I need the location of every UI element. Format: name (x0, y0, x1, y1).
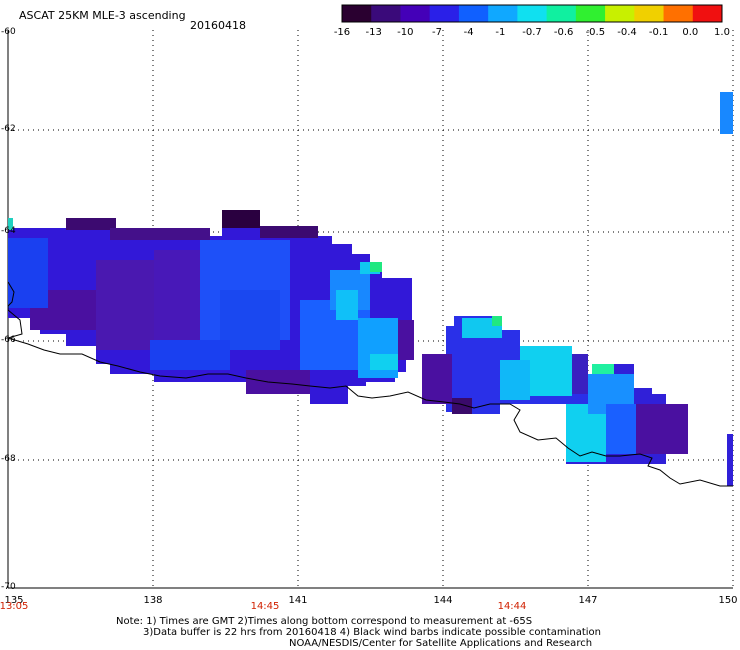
swath-dark-patch (222, 210, 260, 228)
colorbar-tick-label: -0.7 (522, 27, 542, 38)
lon-label-138: 138 (143, 595, 163, 606)
colorbar-tick-label: -4 (463, 27, 474, 38)
colorbar-segment (458, 5, 489, 22)
lat-label-60: -60 (1, 27, 16, 37)
colorbar-segment (371, 5, 401, 22)
lon-label-147: 147 (578, 595, 598, 606)
colorbar-segment (692, 5, 723, 22)
colorbar-tick-label: 0.0 (682, 27, 699, 38)
swath-green-cell (592, 364, 614, 374)
lat-label-62: -62 (1, 124, 16, 134)
colorbar-segment (342, 5, 372, 22)
swath-edge-cell (727, 434, 733, 486)
coastline (6, 281, 733, 487)
colorbar-tick-label: 1.0 (714, 27, 730, 38)
colorbar-tick-label: -16 (333, 27, 351, 38)
chart-date: 20160418 (190, 19, 246, 32)
swath-purple-patch (572, 354, 588, 394)
chart-title: ASCAT 25KM MLE-3 ascending (19, 9, 186, 22)
colorbar-segment (546, 5, 577, 22)
swath-purple-patch (96, 260, 156, 350)
swath-purple-patch (246, 370, 310, 394)
colorbar-segment (575, 5, 606, 22)
lat-label-66: -66 (1, 335, 16, 345)
colorbar-tick-label: -0.6 (553, 27, 574, 38)
swath-blue-patch (8, 238, 48, 308)
colorbar-segment (605, 5, 635, 22)
time-label: 14:45 (250, 601, 280, 612)
colorbar-segment (400, 5, 431, 22)
lat-label-64: -64 (1, 226, 16, 236)
colorbar-tick-label: -0.4 (617, 27, 637, 38)
lon-label-141: 141 (288, 595, 308, 606)
colorbar (341, 4, 723, 23)
swath-purple-patch (396, 320, 414, 360)
lon-label-135: 135 (4, 595, 24, 606)
colorbar-tick-label: -7 (432, 27, 442, 38)
colorbar-tick-label: -13 (365, 27, 382, 38)
swath-blue-patch (370, 354, 398, 370)
swath-blue-patch (336, 290, 358, 320)
swath-cyan-patch (500, 360, 530, 400)
swath-green-cell (492, 316, 502, 326)
swath-dark-patch (452, 398, 472, 414)
colorbar-border (341, 4, 723, 23)
swath-purple-patch (422, 354, 452, 404)
footer-note-2: 3)Data buffer is 22 hrs from 20160418 4)… (143, 627, 601, 638)
colorbar-segment (663, 5, 694, 22)
lat-label-70: -70 (1, 582, 16, 592)
colorbar-tick-label: -0.5 (585, 27, 606, 38)
swath-blue-patch (150, 340, 230, 370)
swath-cyan-cell (8, 218, 13, 230)
lat-label-68: -68 (1, 454, 16, 464)
colorbar-segment (488, 5, 518, 22)
footer-note-3: NOAA/NESDIS/Center for Satellite Applica… (289, 638, 593, 649)
lon-label-150: 150 (718, 595, 738, 606)
colorbar-tick-label: -10 (397, 27, 414, 38)
colorbar-tick-label: -0.1 (648, 27, 669, 38)
swath-data (8, 92, 733, 486)
swath-edge-cell (720, 92, 733, 134)
swath-purple-patch (636, 404, 688, 454)
time-label: 14:44 (497, 601, 527, 612)
swath-blue-patch (606, 404, 636, 454)
colorbar-tick-label: -1 (495, 27, 506, 38)
swath-green-cell (370, 262, 382, 272)
colorbar-segment (429, 5, 460, 22)
swath-purple-patch (260, 226, 318, 238)
colorbar-segment (517, 5, 548, 22)
time-label: 13:05 (0, 601, 29, 612)
colorbar-segment (634, 5, 665, 22)
footer-note-1: Note: 1) Times are GMT 2)Times along bot… (116, 616, 533, 627)
swath-purple-patch (66, 218, 116, 230)
swath-purple-patch (110, 228, 210, 240)
lon-label-144: 144 (433, 595, 453, 606)
